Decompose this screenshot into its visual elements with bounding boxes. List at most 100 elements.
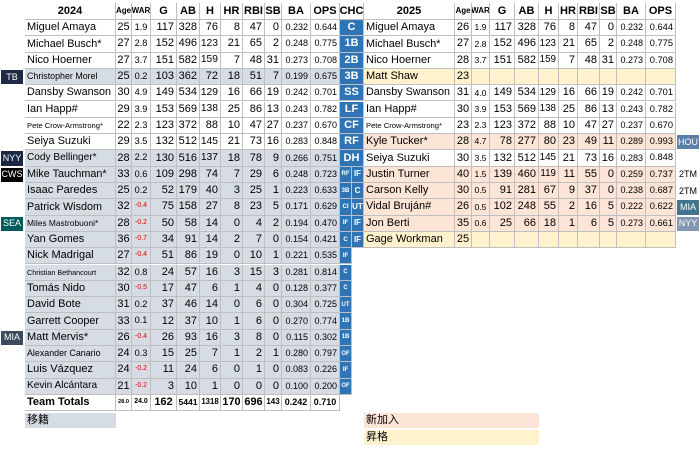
stat-cell: 47 bbox=[578, 117, 600, 135]
stat-cell: 25 bbox=[221, 101, 243, 118]
stat-cell bbox=[539, 68, 559, 86]
stat-cell: 86 bbox=[177, 248, 200, 265]
stat-cell: 0.248 bbox=[617, 36, 646, 53]
stat-cell: 0.421 bbox=[311, 231, 340, 249]
stat-cell: 0.535 bbox=[311, 248, 340, 265]
player-name: Yan Gomes bbox=[25, 231, 116, 249]
stat-cell: 0.848 bbox=[311, 134, 340, 151]
stat-cell: 0 bbox=[265, 280, 282, 298]
stat-cell bbox=[646, 231, 676, 249]
team-tag: 2TM bbox=[679, 169, 697, 180]
stat-cell: 33 bbox=[116, 313, 132, 330]
stat-cell: 23 bbox=[243, 199, 265, 216]
stat-cell: 153 bbox=[490, 101, 515, 118]
stat-cell: 0.701 bbox=[311, 85, 340, 102]
stat-cell: 26 bbox=[455, 199, 472, 216]
stat-cell: 30 bbox=[455, 183, 472, 200]
stat-cell: 0 bbox=[265, 362, 282, 379]
stat-cell: 4.0 bbox=[472, 85, 490, 102]
stat-cell: 1 bbox=[265, 248, 282, 265]
year-header: 2024 bbox=[25, 3, 116, 20]
column-header: AB bbox=[177, 3, 200, 20]
stat-cell: 2 bbox=[265, 36, 282, 53]
stat-cell bbox=[539, 231, 559, 249]
player-name: Gage Workman bbox=[364, 231, 455, 249]
stat-cell: 0.237 bbox=[617, 117, 646, 135]
stat-cell: 15 bbox=[151, 346, 177, 363]
stat-cell: 496 bbox=[177, 36, 200, 53]
stat-cell: 102 bbox=[490, 199, 515, 216]
stat-cell: 11 bbox=[600, 134, 617, 151]
stat-cell bbox=[515, 68, 539, 86]
player-name: Nico Hoerner bbox=[364, 52, 455, 69]
stat-cell: 26 bbox=[116, 329, 132, 346]
stat-cell: 138 bbox=[200, 101, 221, 118]
stat-cell: 0 bbox=[600, 183, 617, 200]
stat-cell: 10 bbox=[221, 117, 243, 135]
stat-cell: 0 bbox=[221, 297, 243, 314]
stat-cell: 23 bbox=[559, 134, 578, 151]
stat-cell: 27 bbox=[200, 199, 221, 216]
stat-cell: 66 bbox=[515, 215, 539, 232]
stat-cell: 0.280 bbox=[282, 346, 311, 363]
stat-cell: 0 bbox=[265, 231, 282, 249]
stat-cell: 0.797 bbox=[311, 346, 340, 363]
player-name: Pete Crow-Armstrong* bbox=[25, 117, 116, 135]
stat-cell: 123 bbox=[151, 117, 177, 135]
stat-cell: 65 bbox=[243, 36, 265, 53]
stat-cell: 1 bbox=[243, 362, 265, 379]
stat-cell: 0.687 bbox=[646, 183, 676, 200]
stat-cell: 91 bbox=[490, 183, 515, 200]
position: IF bbox=[352, 166, 364, 183]
column-header: HR bbox=[559, 3, 578, 20]
stat-cell: 0.723 bbox=[311, 166, 340, 183]
stat-cell: 11 bbox=[559, 166, 578, 183]
stat-cell: 0.775 bbox=[646, 36, 676, 53]
stat-cell: 37 bbox=[177, 313, 200, 330]
stat-cell bbox=[472, 231, 490, 249]
stat-cell bbox=[490, 68, 515, 86]
stat-cell: 0.775 bbox=[311, 36, 340, 53]
stat-cell: 66 bbox=[578, 85, 600, 102]
stat-cell: 512 bbox=[515, 150, 539, 167]
stat-cell: 0.238 bbox=[617, 183, 646, 200]
stat-cell: 0 bbox=[265, 329, 282, 346]
stat-cell: 3 bbox=[221, 183, 243, 200]
stat-cell: 76 bbox=[539, 20, 559, 37]
stat-cell bbox=[578, 231, 600, 249]
player-name: Cody Bellinger* bbox=[25, 150, 116, 167]
player-name: Miguel Amaya bbox=[364, 20, 455, 37]
stat-cell: 0.283 bbox=[282, 134, 311, 151]
stat-cell: 8 bbox=[243, 329, 265, 346]
stat-cell: 0.273 bbox=[617, 52, 646, 69]
team-tag: NYY bbox=[1, 151, 23, 166]
team-header: CHC bbox=[340, 3, 364, 20]
player-name: Dansby Swanson bbox=[364, 85, 455, 102]
position: C bbox=[340, 280, 352, 298]
stat-cell: 26 bbox=[151, 329, 177, 346]
stat-cell: 93 bbox=[177, 329, 200, 346]
stat-cell: 2.8 bbox=[472, 36, 490, 53]
stat-cell bbox=[490, 231, 515, 249]
position: 1B bbox=[340, 313, 352, 330]
position: C bbox=[340, 231, 352, 249]
column-header: WAR bbox=[472, 3, 490, 20]
stat-cell: 0.633 bbox=[311, 183, 340, 200]
totals-cell: 0.242 bbox=[282, 394, 311, 411]
stat-cell: 7 bbox=[221, 52, 243, 69]
stat-cell: 0.470 bbox=[311, 215, 340, 232]
stat-cell: 0.774 bbox=[311, 313, 340, 330]
stat-cell: 0.083 bbox=[282, 362, 311, 379]
stat-cell: 132 bbox=[490, 150, 515, 167]
stat-cell: 36 bbox=[116, 231, 132, 249]
player-name: Garrett Cooper bbox=[25, 313, 116, 330]
column-header: OPS bbox=[311, 3, 340, 20]
stat-cell: 3.9 bbox=[472, 101, 490, 118]
stat-cell: 2 bbox=[600, 36, 617, 53]
stat-cell: 0.115 bbox=[282, 329, 311, 346]
stat-cell: 119 bbox=[539, 166, 559, 183]
player-name: Ian Happ# bbox=[25, 101, 116, 118]
column-header: WAR bbox=[132, 3, 151, 20]
stat-cell: 35 bbox=[455, 215, 472, 232]
stat-cell: 7 bbox=[559, 52, 578, 69]
